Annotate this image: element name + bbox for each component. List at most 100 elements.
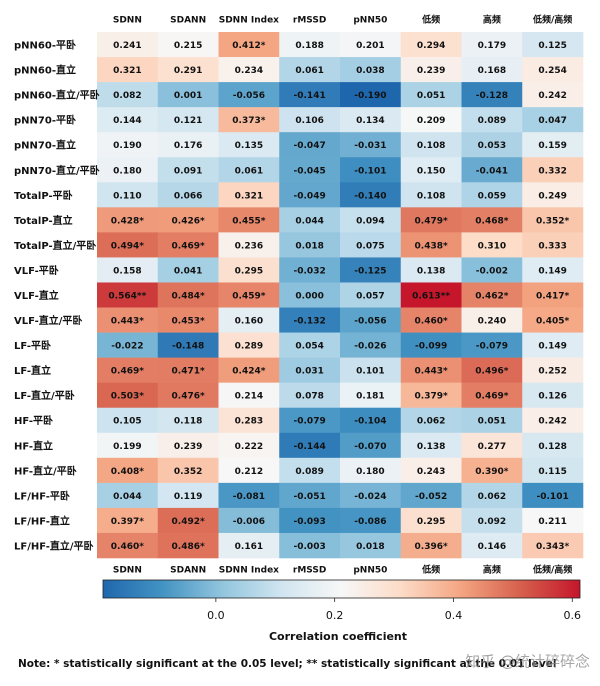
heatmap-cell (522, 257, 584, 283)
cell-label: 0.295 (235, 266, 263, 276)
y-tick-label: TotalP-直立 (14, 214, 73, 227)
heatmap-cell (157, 107, 219, 133)
heatmap-cell (522, 457, 584, 484)
heatmap-cell (522, 507, 584, 534)
heatmap-cell (218, 82, 280, 108)
heatmap-cell (279, 82, 341, 108)
cell-label: 0.168 (478, 66, 506, 76)
heatmap-cell (340, 257, 402, 283)
cell-label: 0.209 (417, 116, 445, 126)
cell-label: 0.239 (174, 442, 202, 452)
heatmap-cell (157, 332, 219, 358)
heatmap-cell (522, 432, 584, 459)
cell-label: 0.061 (295, 66, 323, 76)
heatmap-cell (400, 207, 462, 233)
cell-label: 0.199 (113, 442, 141, 452)
heatmap-cell (279, 282, 341, 308)
heatmap-cell (157, 207, 219, 233)
heatmap-cell (157, 432, 219, 459)
heatmap-cell (340, 157, 402, 183)
heatmap-cell (522, 157, 584, 183)
cell-label: -0.101 (537, 492, 569, 502)
heatmap-cell (340, 232, 402, 258)
cell-label: 0.160 (235, 317, 263, 327)
cell-label: 0.106 (295, 116, 323, 126)
heatmap-cell (97, 132, 159, 158)
heatmap-cell (400, 82, 462, 108)
heatmap-cell (279, 207, 341, 233)
cell-label: 0.082 (113, 91, 141, 101)
cell-label: 0.471* (172, 367, 205, 377)
x-tick-label: 高频 (483, 564, 501, 576)
heatmap-cell (461, 407, 523, 434)
heatmap-cell (340, 107, 402, 133)
heatmap-cell (97, 107, 159, 133)
heatmap-cell (400, 157, 462, 183)
x-tick-label: 高频 (483, 14, 501, 26)
heatmap-cell (522, 32, 584, 58)
heatmap-cell (461, 232, 523, 258)
heatmap-cell (157, 57, 219, 83)
heatmap-cell (218, 532, 280, 559)
colorbar-tick-label: 0.6 (564, 609, 582, 622)
cell-label: 0.396* (415, 542, 448, 552)
cell-label: 0.119 (174, 492, 202, 502)
heatmap-cell (157, 157, 219, 183)
cell-label: -0.086 (354, 517, 386, 527)
cell-label: 0.332 (538, 166, 566, 176)
cell-label: 0.424* (232, 367, 265, 377)
heatmap-cell (340, 382, 402, 409)
heatmap-cell (461, 432, 523, 459)
y-tick-label: pNN70-平卧 (14, 114, 76, 127)
cell-label: 0.092 (478, 517, 506, 527)
cell-label: -0.125 (354, 266, 386, 276)
cell-label: 0.469* (475, 392, 508, 402)
heatmap-cell (400, 307, 462, 333)
heatmap-cell (218, 32, 280, 58)
cell-label: 0.397* (111, 517, 144, 527)
heatmap-cell (218, 457, 280, 484)
heatmap-cell (279, 32, 341, 58)
heatmap-cell (97, 432, 159, 459)
watermark: 知乎 @统计碎碎念 (465, 653, 590, 671)
cell-label: 0.310 (478, 241, 506, 251)
colorbar-tick-label: 0.0 (207, 609, 225, 622)
cell-label: 0.051 (417, 91, 445, 101)
cell-label: -0.051 (294, 492, 326, 502)
heatmap-cell (400, 532, 462, 559)
heatmap-cell (522, 182, 584, 208)
cell-label: 0.333 (538, 241, 566, 251)
x-tick-label: pNN50 (353, 16, 387, 26)
heatmap-cell (157, 82, 219, 108)
cell-label: -0.045 (294, 166, 326, 176)
cell-label: -0.070 (354, 442, 386, 452)
heatmap-cell (218, 407, 280, 434)
heatmap-cell (400, 232, 462, 258)
cell-label: 0.405* (536, 317, 569, 327)
cell-label: 0.134 (356, 116, 384, 126)
cell-label: 0.215 (174, 41, 202, 51)
heatmap-cell (400, 482, 462, 509)
heatmap-cell (340, 182, 402, 208)
heatmap-cell (157, 357, 219, 383)
cell-label: 0.214 (235, 392, 263, 402)
x-tick-label: SDNN (113, 566, 142, 576)
heatmap-cell (400, 382, 462, 409)
cell-label: -0.006 (233, 517, 265, 527)
cell-label: 0.243 (417, 467, 445, 477)
cell-label: -0.026 (354, 342, 386, 352)
y-tick-label: LF/HF-平卧 (14, 489, 70, 502)
heatmap-cell (400, 107, 462, 133)
heatmap-cell (461, 257, 523, 283)
cell-label: 0.118 (174, 417, 202, 427)
heatmap-cell (400, 257, 462, 283)
cell-label: 0.054 (295, 342, 323, 352)
cell-label: 0.443* (111, 317, 144, 327)
heatmap-cell (97, 482, 159, 509)
cell-label: 0.078 (295, 392, 323, 402)
heatmap-cell (279, 57, 341, 83)
cell-label: 0.453* (172, 317, 205, 327)
y-tick-label: pNN70-直立/平卧 (14, 164, 100, 177)
cell-label: -0.132 (294, 317, 326, 327)
heatmap-cell (218, 132, 280, 158)
